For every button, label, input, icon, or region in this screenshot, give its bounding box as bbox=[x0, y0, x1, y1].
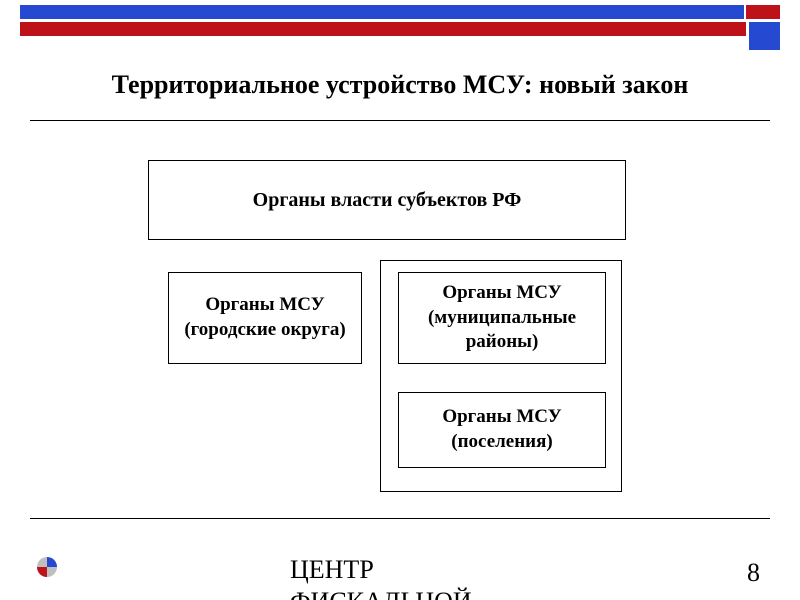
diagram: Органы власти субъектов РФ Органы МСУ (г… bbox=[0, 120, 800, 518]
box-city: Органы МСУ (городские округа) bbox=[168, 272, 362, 364]
footer-org-line1: ЦЕНТР bbox=[290, 555, 472, 585]
divider-bottom bbox=[30, 518, 770, 519]
page-title: Территориальное устройство МСУ: новый за… bbox=[20, 70, 780, 100]
stripe-red-main bbox=[20, 22, 746, 36]
box-settl: Органы МСУ (поселения) bbox=[398, 392, 606, 468]
footer-org: ЦЕНТР ФИСКАЛЬНОЙ bbox=[290, 555, 472, 600]
org-logo-icon bbox=[35, 555, 59, 579]
box-subjects: Органы власти субъектов РФ bbox=[148, 160, 626, 240]
page-number: 8 bbox=[747, 558, 760, 588]
stripe-blue-corner bbox=[749, 22, 780, 50]
footer-org-line2: ФИСКАЛЬНОЙ bbox=[290, 587, 472, 600]
top-bar bbox=[20, 5, 780, 47]
stripe-blue bbox=[20, 5, 744, 19]
stripe-red-corner bbox=[746, 5, 780, 19]
box-districts: Органы МСУ (муниципальные районы) bbox=[398, 272, 606, 364]
pie-icon bbox=[35, 555, 59, 579]
slide: Территориальное устройство МСУ: новый за… bbox=[0, 0, 800, 600]
title-wrap: Территориальное устройство МСУ: новый за… bbox=[20, 70, 780, 100]
